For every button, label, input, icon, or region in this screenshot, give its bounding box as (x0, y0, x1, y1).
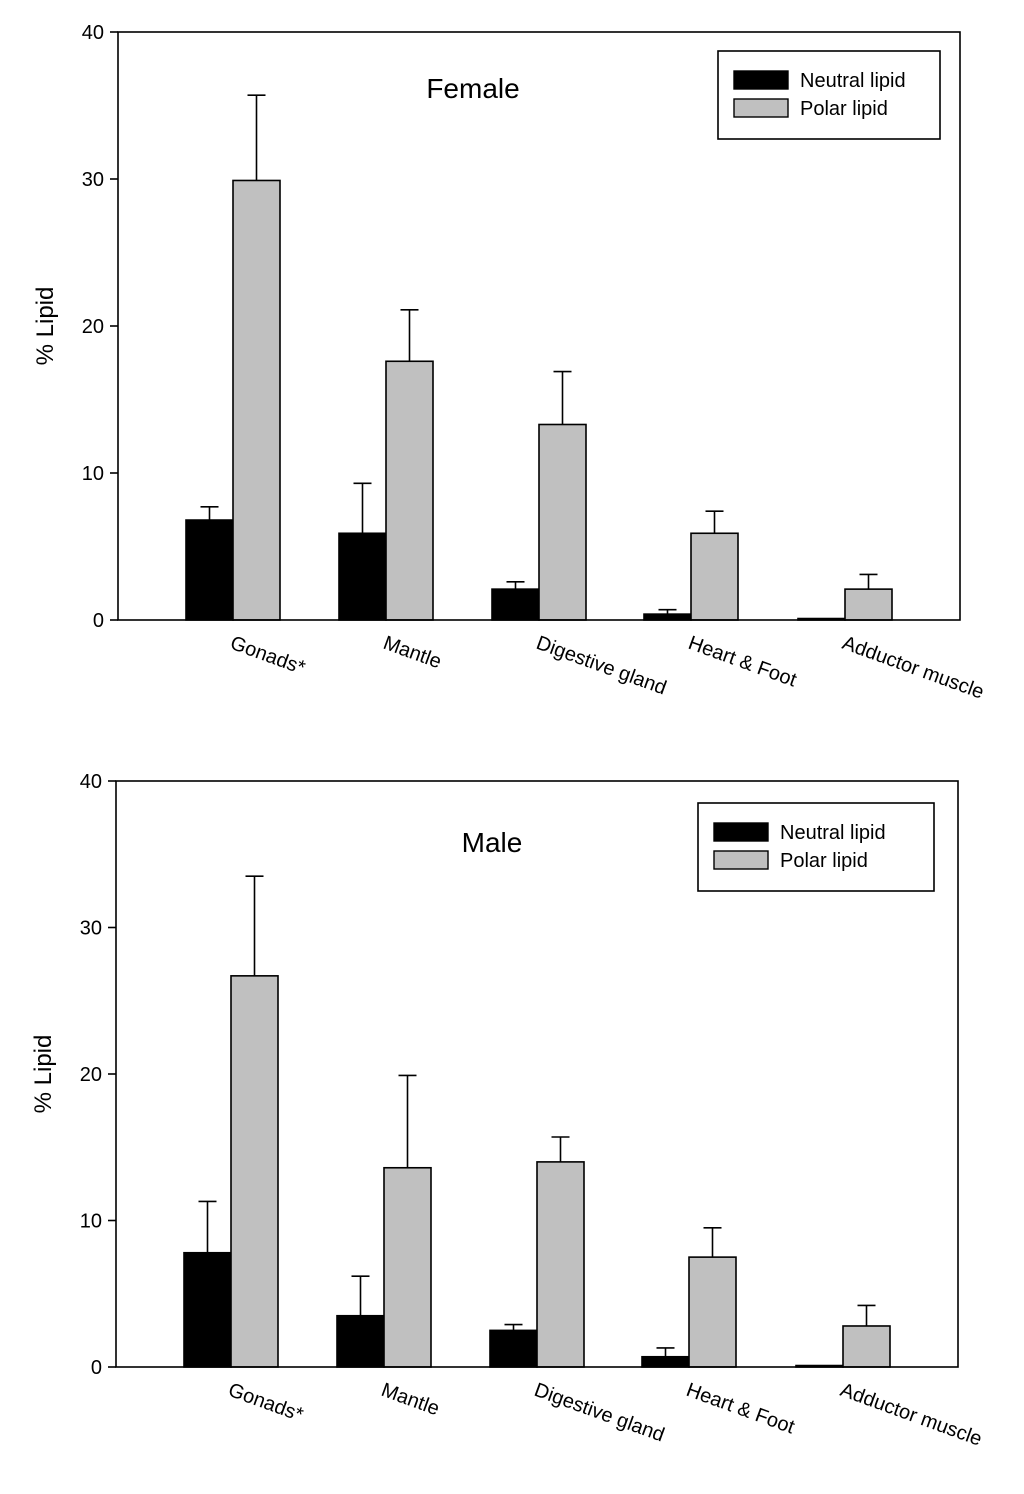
female-category-label-2: Digestive gland (533, 632, 669, 699)
male-y-tick-label-3: 30 (80, 918, 102, 940)
female-bar-polar-4 (844, 588, 893, 621)
female-category-label-0: Gonads* (227, 632, 308, 679)
female-bar-neutral-2 (491, 588, 540, 621)
female-legend-label-0: Neutral lipid (800, 70, 906, 92)
male-y-tick-label-2: 20 (80, 1064, 102, 1086)
female-y-tick-label-3: 30 (82, 169, 104, 191)
female-legend-box (717, 50, 941, 140)
male-legend-label-0: Neutral lipid (780, 822, 886, 844)
female-bar-polar-2 (538, 423, 587, 621)
male-y-tick-label-1: 10 (80, 1211, 102, 1233)
female-bar-polar-3 (690, 532, 739, 621)
male-bar-neutral-1 (336, 1314, 385, 1368)
male-y-axis-label: % Lipid (30, 1035, 57, 1114)
female-bar-neutral-0 (185, 519, 234, 621)
female-category-label-1: Mantle (380, 632, 444, 673)
female-panel: Female % Lipid 0 10 20 30 40 Gonads* Mantle Diges… (32, 22, 987, 704)
female-legend-swatch-0 (733, 70, 789, 90)
male-legend-label-1: Polar lipid (780, 850, 868, 872)
female-bar-polar-0 (232, 179, 281, 621)
male-bar-polar-2 (536, 1161, 585, 1368)
female-y-tick-label-0: 0 (93, 610, 104, 632)
female-y-tick-label-4: 40 (82, 22, 104, 44)
male-legend-box (697, 802, 935, 892)
male-panel: Male % Lipid 0 10 20 30 40 Gonads* Mantle Digesti… (30, 771, 985, 1451)
female-y-axis-label: % Lipid (32, 287, 59, 366)
male-bar-polar-3 (688, 1256, 737, 1368)
male-bar-polar-4 (842, 1325, 891, 1368)
female-title: Female (426, 73, 519, 104)
male-bar-polar-0 (230, 975, 279, 1368)
male-category-label-0: Gonads* (225, 1379, 306, 1426)
female-bar-neutral-3 (643, 613, 692, 621)
male-category-label-1: Mantle (378, 1379, 442, 1420)
female-category-label-3: Heart & Foot (685, 632, 799, 692)
female-bar-neutral-1 (338, 532, 387, 621)
male-bar-neutral-0 (183, 1251, 232, 1368)
male-bar-neutral-3 (641, 1355, 690, 1368)
female-bar-polar-1 (385, 360, 434, 621)
male-legend-swatch-1 (713, 850, 769, 870)
male-bar-polar-1 (383, 1166, 432, 1368)
male-y-tick-label-0: 0 (91, 1357, 102, 1379)
female-category-label-4: Adductor muscle (839, 632, 987, 704)
male-legend-swatch-0 (713, 822, 769, 842)
female-legend-label-1: Polar lipid (800, 98, 888, 120)
female-legend-swatch-1 (733, 98, 789, 118)
male-category-label-2: Digestive gland (531, 1379, 667, 1446)
male-title: Male (462, 827, 523, 858)
female-y-tick-label-2: 20 (82, 316, 104, 338)
male-bar-neutral-2 (489, 1329, 538, 1368)
male-category-label-4: Adductor muscle (837, 1379, 985, 1451)
female-y-tick-label-1: 10 (82, 463, 104, 485)
male-category-label-3: Heart & Foot (683, 1379, 797, 1439)
male-y-tick-label-4: 40 (80, 771, 102, 793)
